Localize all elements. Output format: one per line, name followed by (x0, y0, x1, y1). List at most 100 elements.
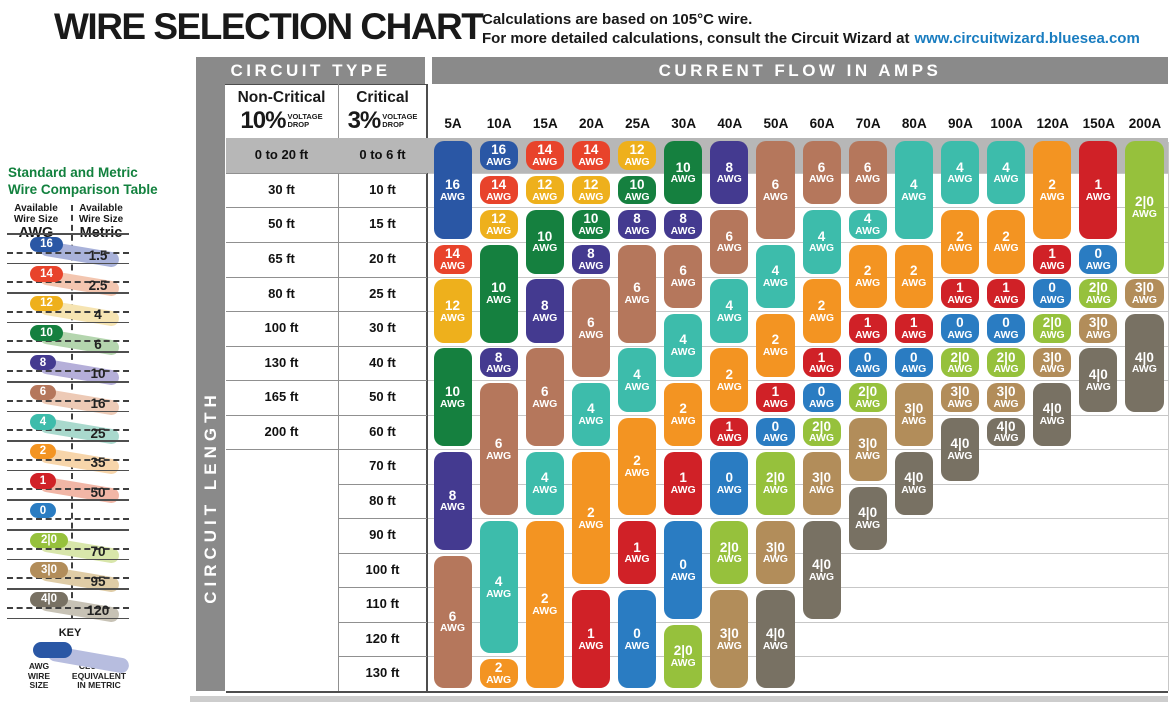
awg-pill-size: 0 (956, 315, 964, 330)
awg-pill-suffix: AWG (855, 363, 881, 376)
comparison-row-line (7, 440, 129, 442)
amp-column-label: 10A (486, 116, 512, 131)
awg-pill: 4 AWG (940, 141, 979, 205)
awg-pill-size: 2|0 (858, 384, 878, 400)
comparison-row-line (7, 558, 129, 561)
awg-pill-suffix: AWG (947, 363, 973, 376)
awg-pill-size: 8 (679, 211, 687, 227)
awg-pill: 0 AWG (756, 417, 795, 447)
awg-pill: 4 AWG (894, 141, 933, 239)
awg-pill-suffix: AWG (1085, 190, 1111, 203)
metric-column-header: Available Wire Size Metric (72, 203, 130, 242)
sidebar-awg-pill: 4 (30, 414, 56, 430)
awg-pill-suffix: AWG (947, 328, 973, 341)
awg-pill-size: 2 (541, 591, 549, 607)
awg-pill-suffix: AWG (716, 380, 742, 393)
awg-pill-suffix: AWG (624, 225, 650, 238)
length-cell-critical: 0 to 6 ft (359, 147, 406, 163)
awg-pill-size: 1 (725, 418, 734, 434)
row-line (226, 414, 427, 416)
metric-value: 16 (90, 396, 106, 411)
awg-pill-suffix: AWG (947, 173, 973, 186)
header-box-right-border (426, 83, 428, 692)
length-cell-noncritical: 30 ft (268, 181, 295, 197)
awg-pill-size: 4 (541, 470, 549, 486)
awg-pill-suffix: AWG (993, 173, 1019, 186)
comparison-row-line (7, 499, 129, 501)
comparison-row-line (7, 351, 129, 353)
awg-pill: 14 AWG (433, 244, 472, 274)
awg-pill-size: 6 (725, 228, 734, 244)
awg-pill-size: 10 (491, 280, 507, 296)
awg-pill: 10 AWG (433, 348, 472, 447)
awg-pill: 1 AWG (894, 313, 933, 343)
amp-column-label: 70A (855, 116, 881, 131)
awg-pill-suffix: AWG (440, 622, 466, 635)
awg-pill: 2|0 AWG (1033, 313, 1072, 343)
awg-pill-suffix: AWG (1131, 363, 1157, 376)
awg-pill-size: 2 (679, 401, 687, 417)
awg-pill: 3|0 AWG (1033, 348, 1072, 378)
awg-pill-suffix: AWG (947, 242, 973, 255)
awg-pill-size: 8 (725, 159, 734, 175)
awg-pill-suffix: AWG (1131, 294, 1157, 307)
non-critical-voltage-drop: VOLTAGE DROP (287, 112, 323, 129)
awg-pill: 6 AWG (525, 348, 564, 447)
awg-pill: 1 AWG (848, 313, 887, 343)
awg-pill: 2 AWG (1033, 141, 1072, 239)
awg-pill-size: 4 (587, 401, 595, 417)
row-line (226, 449, 427, 451)
awg-pill: 4|0 AWG (802, 521, 841, 619)
awg-pill-suffix: AWG (762, 553, 788, 566)
key-awg-caption: AWG WIRE SIZE (27, 661, 51, 690)
row-line (226, 242, 427, 243)
awg-pill-suffix: AWG (624, 380, 650, 393)
comparison-row-line (7, 233, 129, 235)
awg-pill-size: 12 (537, 176, 553, 192)
awg-pill-suffix: AWG (532, 484, 558, 497)
amp-column-label: 90A (948, 116, 973, 131)
awg-pill: 2 AWG (618, 417, 657, 516)
sidebar-awg-pill: 0 (30, 502, 56, 519)
awg-pill-size: 2|0 (1042, 315, 1062, 330)
comparison-row-line (7, 617, 129, 620)
awg-pill: 3|0 AWG (1079, 313, 1118, 343)
header-note: Calculations are based on 105°C wire. Fo… (482, 10, 1140, 48)
awg-pill-size: 1 (817, 349, 826, 365)
awg-pill: 6 AWG (710, 210, 749, 274)
awg-pill-suffix: AWG (809, 242, 835, 255)
length-cell-critical: 120 ft (365, 630, 400, 646)
awg-pill-suffix: AWG (670, 173, 696, 186)
awg-pill-size: 4 (863, 211, 872, 227)
awg-pill-suffix: AWG (1039, 328, 1065, 341)
awg-pill-size: 2|0 (1135, 194, 1154, 210)
sidebar-awg-pill: 12 (30, 295, 63, 312)
awg-pill: 16 AWG (479, 141, 518, 170)
awg-pill: 10 AWG (479, 244, 518, 343)
awg-pill-suffix: AWG (486, 674, 512, 687)
awg-pill-size: 10 (629, 176, 645, 192)
row-line (428, 207, 1168, 209)
awg-pill-suffix: AWG (1039, 259, 1065, 272)
amp-column-label: 5A (444, 116, 462, 131)
awg-pill: 4 AWG (987, 141, 1026, 205)
awg-pill-size: 14 (491, 176, 507, 192)
awg-pill-size: 2 (725, 366, 734, 382)
awg-pill-suffix: AWG (809, 570, 835, 583)
comparison-dashed-line (7, 429, 129, 432)
awg-pill-size: 1 (1094, 176, 1103, 192)
awg-pill-suffix: AWG (440, 259, 466, 272)
awg-pill-size: 3|0 (1135, 280, 1154, 296)
awg-pill: 2 AWG (894, 244, 933, 309)
awg-pill-size: 4 (679, 332, 687, 348)
awg-pill-size: 4 (910, 176, 918, 192)
awg-pill-suffix: AWG (624, 156, 650, 169)
circuit-wizard-link[interactable]: www.circuitwizard.bluesea.com (914, 30, 1140, 47)
awg-pill-size: 3|0 (1088, 315, 1108, 330)
awg-pill: 0 AWG (848, 348, 887, 378)
awg-pill-suffix: AWG (901, 363, 927, 376)
awg-pill: 2 AWG (756, 313, 795, 378)
length-cell-critical: 15 ft (369, 216, 396, 232)
awg-pill-suffix: AWG (901, 415, 927, 428)
critical-header: Critical 3% VOLTAGE DROP (340, 89, 425, 135)
